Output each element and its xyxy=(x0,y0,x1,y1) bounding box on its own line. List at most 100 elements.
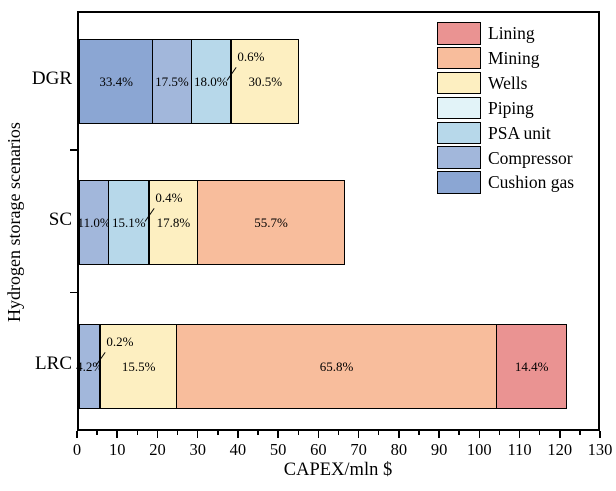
x-axis-major-tick xyxy=(559,431,561,438)
segment-percent-label: 18.0% xyxy=(194,73,228,89)
x-axis-tick-label: 130 xyxy=(587,440,613,459)
legend-swatch xyxy=(437,96,481,120)
bar-segment-mining: 65.8% xyxy=(176,324,498,409)
x-axis-minor-tick xyxy=(418,431,420,435)
bar-segment-lining: 14.4% xyxy=(497,324,568,409)
x-axis-minor-tick xyxy=(377,431,380,435)
legend-item-compressor: Compressor xyxy=(437,146,574,169)
y-category-label-dgr: DGR xyxy=(31,67,72,89)
segment-percent-annotation: 0.4% xyxy=(155,189,183,205)
y-axis-minor-tick xyxy=(70,149,77,151)
legend-label: Compressor xyxy=(488,147,573,168)
x-axis-major-tick xyxy=(156,431,159,438)
segment-percent-annotation: 0.6% xyxy=(237,48,265,64)
x-axis-tick-label: 10 xyxy=(108,440,126,459)
x-axis-tick-label: 120 xyxy=(547,440,573,459)
x-axis-tick-label: 60 xyxy=(310,440,327,459)
bar-segment-compressor: 11.0% xyxy=(77,180,111,265)
bar-segment-wells: 17.8% xyxy=(150,180,198,265)
legend-label: Cushion gas xyxy=(488,172,575,193)
segment-percent-annotation: 0.2% xyxy=(106,333,134,349)
x-axis-major-tick xyxy=(116,431,118,438)
segment-percent-label: 65.8% xyxy=(319,358,354,374)
segment-percent-label: 15.1% xyxy=(111,214,146,230)
bar-dgr: 33.4% 17.5% 18.0% 30.5% xyxy=(79,39,300,124)
x-axis-tick-label: 40 xyxy=(229,440,247,459)
x-axis-major-tick xyxy=(357,431,360,438)
x-axis-tick-label: 70 xyxy=(350,440,367,459)
bar-sc: 11.0% 15.1% 17.8% 55.7% xyxy=(77,180,346,265)
x-axis-minor-tick xyxy=(257,431,259,435)
segment-percent-label: 17.5% xyxy=(155,73,189,89)
x-axis-major-tick xyxy=(518,431,521,438)
x-axis-minor-tick xyxy=(337,431,340,435)
bar-lrc: 4.2% 15.5% 65.8% 14.4% xyxy=(76,324,568,409)
legend-item-cushion-gas: Cushion gas xyxy=(437,171,574,194)
x-axis-tick-label: 50 xyxy=(269,440,287,459)
x-axis-minor-tick xyxy=(176,431,179,435)
x-axis-tick-label: 20 xyxy=(149,440,166,459)
segment-percent-label: 14.4% xyxy=(514,358,549,374)
x-axis-major-tick xyxy=(478,431,481,438)
bar-segment-compressor: 17.5% xyxy=(153,39,192,124)
legend-swatch xyxy=(437,121,481,145)
x-axis-minor-tick xyxy=(297,431,300,435)
legend-swatch xyxy=(437,146,481,169)
x-axis-minor-tick xyxy=(217,431,219,435)
x-axis-tick-label: 100 xyxy=(466,440,492,459)
segment-percent-label: 30.5% xyxy=(248,73,283,89)
segment-percent-label: 55.7% xyxy=(254,214,288,230)
x-axis-tick-label: 90 xyxy=(430,440,448,459)
x-axis-tick-label: 80 xyxy=(390,440,408,459)
legend-label: Mining xyxy=(488,47,540,68)
x-axis-tick-label: 30 xyxy=(189,440,206,459)
x-axis-major-tick xyxy=(237,431,239,438)
legend-item-piping: Piping xyxy=(437,96,574,120)
x-axis-major-tick xyxy=(317,431,320,438)
x-axis-minor-tick xyxy=(458,431,460,435)
legend-item-wells: Wells xyxy=(437,71,574,95)
x-axis-minor-tick xyxy=(136,431,139,435)
legend: Lining Mining Wells Piping PSA unit Compresso… xyxy=(437,22,574,196)
segment-percent-label: 11.0% xyxy=(77,214,111,230)
segment-percent-label: 15.5% xyxy=(121,358,156,374)
bar-segment-wells: 30.5% xyxy=(232,39,300,124)
legend-swatch xyxy=(437,71,481,95)
x-axis-minor-tick xyxy=(498,431,501,435)
legend-label: Wells xyxy=(488,72,528,93)
x-axis-major-tick xyxy=(599,431,601,438)
bar-segment-psa-unit: 15.1% xyxy=(109,180,150,265)
legend-item-lining: Lining xyxy=(437,22,574,45)
x-axis-major-tick xyxy=(277,431,279,438)
bar-segment-piping xyxy=(149,180,151,265)
bar-segment-cushion-gas: 33.4% xyxy=(80,39,154,124)
bar-segment-piping xyxy=(100,324,102,409)
legend-item-mining: Mining xyxy=(437,46,574,70)
y-category-label-lrc: LRC xyxy=(35,352,72,374)
x-axis-major-tick xyxy=(76,431,78,438)
bar-segment-mining: 55.7% xyxy=(197,180,346,265)
legend-label: Piping xyxy=(488,97,534,118)
x-axis-title: CAPEX/mln $ xyxy=(283,460,393,480)
x-axis-minor-tick xyxy=(538,431,541,435)
bar-segment-compressor: 4.2% xyxy=(76,324,103,409)
x-axis-major-tick xyxy=(398,431,400,438)
segment-percent-label: 17.8% xyxy=(156,214,191,230)
legend-swatch xyxy=(437,22,481,45)
plot-area: 33.4% 17.5% 18.0% 30.5% 0.6% 11.0% 15.1% 17.8% 5… xyxy=(76,11,600,431)
bar-segment-wells: 15.5% xyxy=(101,324,177,409)
x-axis-minor-tick xyxy=(579,431,581,435)
x-axis-tick-label: 110 xyxy=(507,440,532,459)
x-axis-minor-tick xyxy=(96,431,98,435)
legend-swatch xyxy=(437,46,481,70)
y-axis-minor-tick xyxy=(70,291,77,294)
legend-item-psa-unit: PSA unit xyxy=(437,121,574,145)
x-axis-major-tick xyxy=(438,431,440,438)
x-axis-major-tick xyxy=(196,431,199,438)
bar-segment-piping xyxy=(231,39,233,124)
legend-swatch xyxy=(437,171,481,194)
legend-label: Lining xyxy=(488,23,535,44)
segment-percent-label: 33.4% xyxy=(99,73,133,89)
bar-segment-psa-unit: 18.0% xyxy=(191,39,232,124)
